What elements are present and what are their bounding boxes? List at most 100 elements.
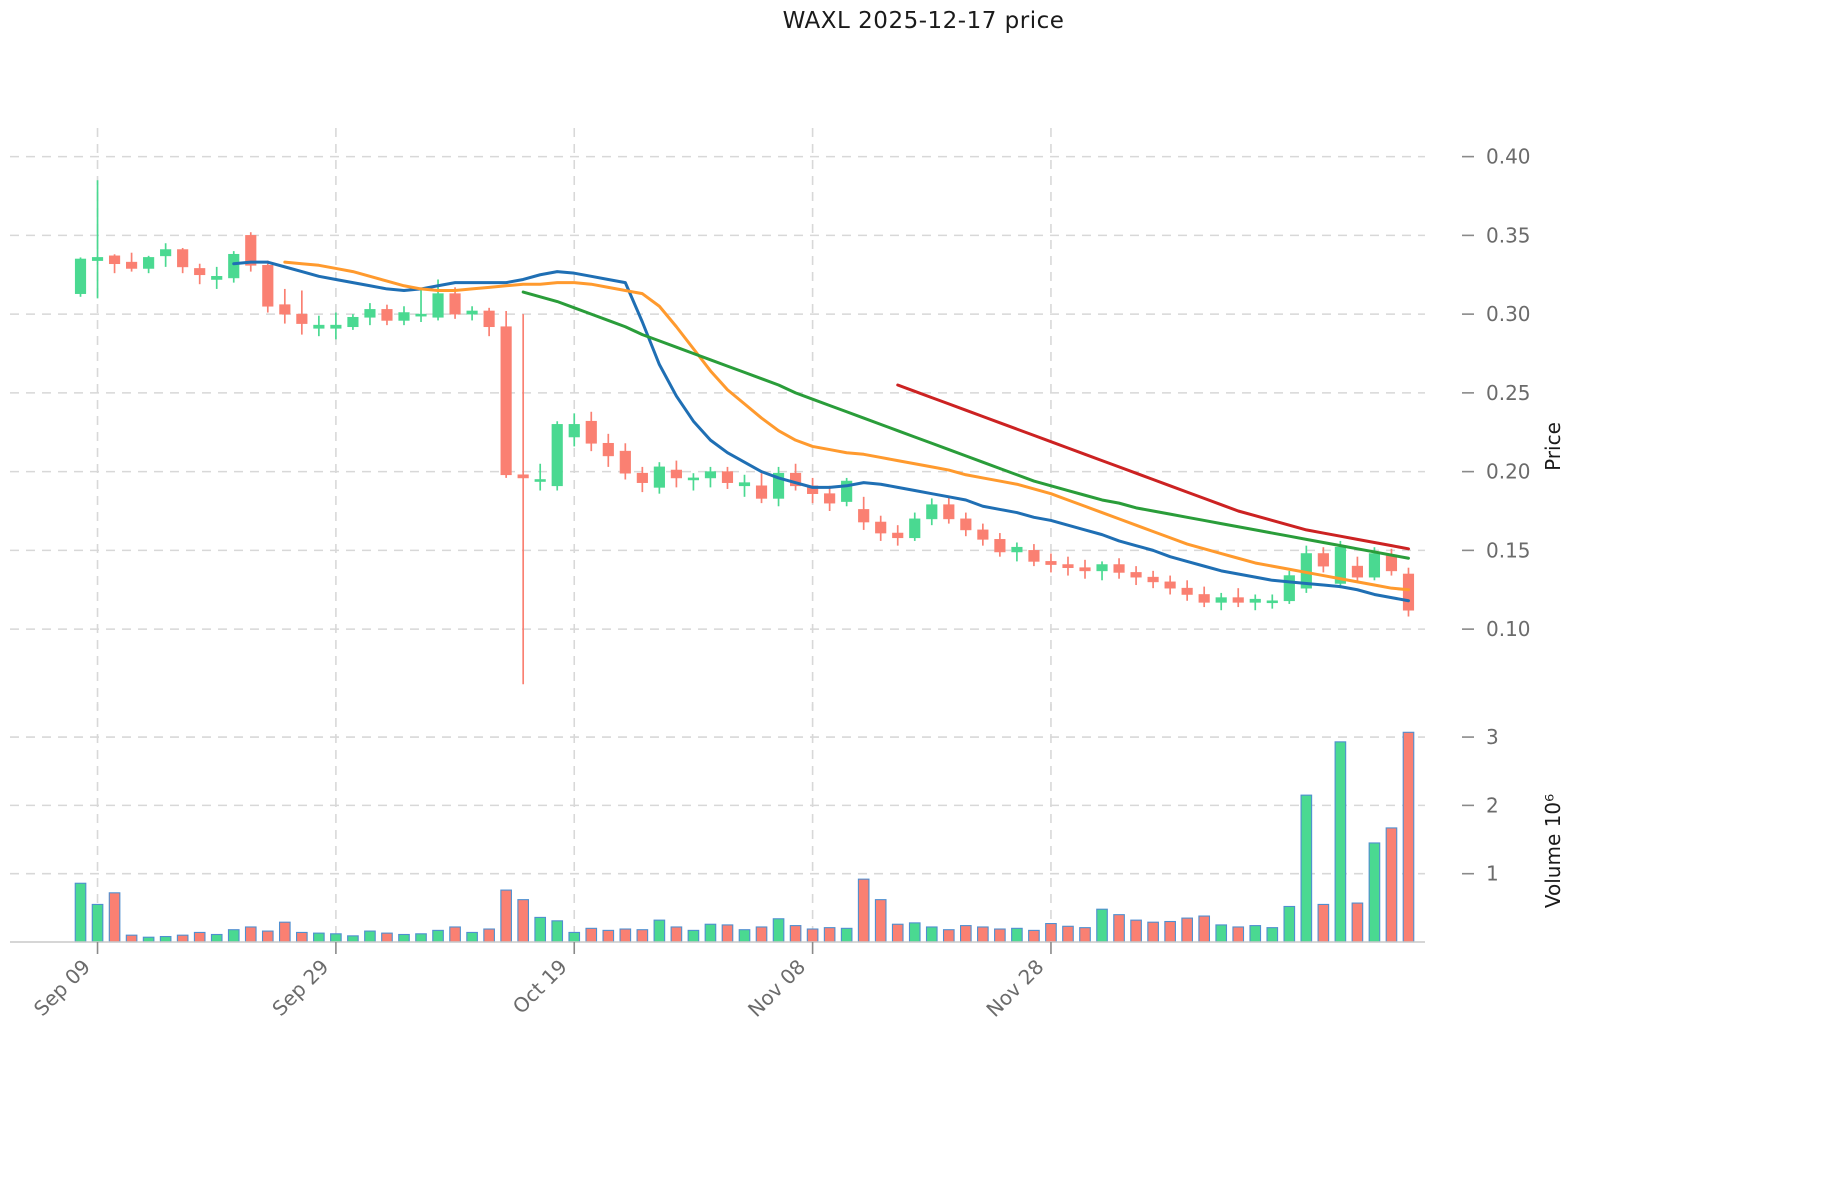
volume-bar (857, 878, 870, 943)
candle-body (1283, 575, 1295, 602)
ytick-label-price: 0.40 (1486, 145, 1531, 169)
volume-bar (602, 929, 615, 943)
candlestick (841, 477, 853, 507)
volume-bar (1164, 920, 1176, 943)
candlestick (143, 255, 155, 274)
candle-body (1385, 554, 1398, 572)
candlestick (279, 288, 291, 324)
candle-body (1045, 561, 1057, 565)
volume-bar (364, 930, 376, 943)
candle-body (1334, 546, 1346, 584)
candlestick (415, 288, 427, 322)
volume-bar (1181, 917, 1193, 943)
candlestick (1028, 544, 1040, 567)
candle-body (91, 257, 104, 261)
candle-body (262, 264, 274, 307)
candlestick (687, 473, 700, 491)
ma-orange (283, 260, 1410, 592)
volume-bar (670, 926, 683, 943)
candlestick (534, 463, 546, 491)
volume-bar (1249, 925, 1262, 943)
volume-bar (1079, 927, 1091, 943)
candle-body (228, 253, 240, 279)
candlestick (194, 263, 206, 285)
candle-body (245, 235, 257, 266)
candlestick (1062, 556, 1074, 576)
volume-bar (278, 921, 291, 943)
candlestick (670, 460, 682, 488)
candle-body (841, 480, 853, 502)
volume-bar (449, 926, 461, 943)
candle-body (1215, 597, 1227, 603)
volume-bar (91, 903, 104, 943)
candlestick (1011, 542, 1023, 562)
candlestick (721, 466, 734, 489)
candlestick (330, 312, 342, 340)
candlestick (500, 310, 512, 478)
volume-bar (772, 918, 785, 943)
candle-body (177, 249, 189, 268)
grid-layer (10, 128, 1425, 942)
xtick-label: Nov 28 (981, 955, 1048, 1022)
volume-bar (1028, 929, 1040, 943)
candlestick (177, 247, 189, 274)
candle-body (279, 304, 291, 315)
volume-bar (108, 892, 121, 943)
candlestick (1079, 559, 1091, 579)
candlestick (364, 303, 376, 326)
candlestick (398, 306, 410, 326)
candlestick (91, 180, 104, 299)
candle-body (398, 312, 410, 321)
candlestick (653, 462, 665, 494)
candle-body (824, 493, 836, 504)
volume-bar (381, 932, 393, 943)
candle-body (858, 509, 870, 523)
volume-bar (551, 920, 564, 943)
candle-body (653, 466, 665, 488)
volume-bar (1232, 926, 1245, 943)
candle-body (926, 504, 938, 520)
candle-body (721, 471, 734, 483)
candle-body (1249, 598, 1261, 603)
volume-bar (960, 925, 972, 943)
candlestick (738, 474, 751, 497)
candle-body (619, 450, 631, 474)
candlestick (551, 421, 563, 491)
candle-body (211, 276, 223, 280)
candle-body (466, 310, 478, 315)
candle-body (296, 313, 308, 324)
candlestick (228, 251, 240, 283)
candlestick (755, 473, 768, 504)
candle-body (1402, 573, 1415, 611)
volume-bar (925, 926, 938, 943)
candle-body (875, 521, 887, 534)
candlestick (636, 466, 648, 493)
candlestick (296, 290, 308, 335)
candle-body (330, 324, 342, 329)
volume-bar (789, 925, 802, 943)
candlestick (585, 411, 597, 452)
volume-bar (874, 899, 887, 943)
volume-bar (398, 933, 410, 943)
candlestick (262, 260, 274, 313)
ytick-label-price: 0.15 (1486, 538, 1531, 562)
candlestick (602, 433, 614, 467)
candlestick (1181, 580, 1193, 601)
candle-body (1317, 553, 1329, 567)
candle-body (74, 258, 87, 294)
candlestick (772, 466, 785, 507)
volume-bar (125, 934, 138, 943)
candlestick (1130, 566, 1142, 586)
candle-body (807, 485, 819, 494)
candlestick (892, 525, 904, 546)
candle-body (909, 518, 921, 539)
ytick-label-volume: 3 (1486, 725, 1499, 749)
candlestick (1351, 556, 1363, 582)
candle-body (534, 479, 546, 482)
candlestick (704, 466, 717, 488)
candlestick (466, 306, 478, 321)
candle-body (160, 249, 172, 257)
candle-body (1368, 553, 1381, 578)
volume-bar (823, 927, 836, 943)
